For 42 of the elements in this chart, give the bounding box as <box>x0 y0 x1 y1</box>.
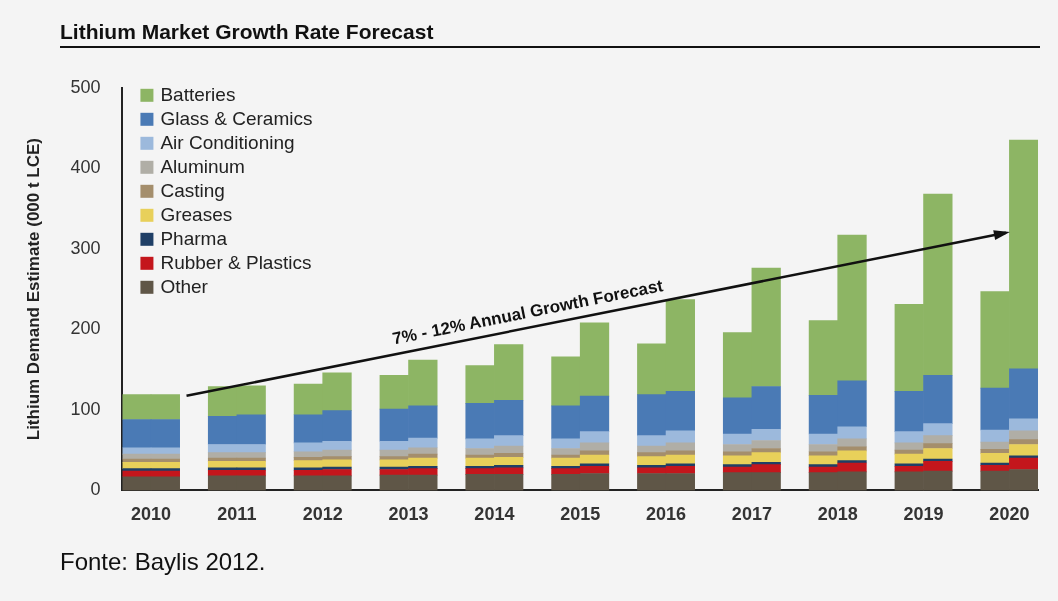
x-tick-label: 2015 <box>560 504 601 525</box>
y-tick-label: 400 <box>70 157 101 178</box>
legend-label: Aluminum <box>160 156 245 178</box>
legend-label: Glass & Ceramics <box>160 108 313 130</box>
legend-label: Air Conditioning <box>160 132 295 154</box>
bar <box>1009 455 1038 459</box>
bar <box>1009 418 1038 432</box>
y-tick-label: 300 <box>70 237 101 258</box>
bar <box>923 443 953 449</box>
y-tick-label: 0 <box>90 479 101 500</box>
x-tick-label: 2012 <box>302 504 343 525</box>
x-tick-label: 2013 <box>388 504 429 525</box>
x-tick-label: 2020 <box>989 504 1030 525</box>
bar <box>894 463 924 467</box>
bar <box>722 464 753 468</box>
legend-label: Rubber & Plastics <box>160 252 312 274</box>
x-tick-label: 2019 <box>903 504 944 525</box>
y-tick-label: 100 <box>70 398 101 419</box>
bar <box>1009 430 1038 440</box>
x-tick-label: 2016 <box>646 504 687 525</box>
y-tick-label: 200 <box>70 318 101 339</box>
legend-label: Batteries <box>160 84 236 106</box>
y-tick-label: 500 <box>70 76 101 97</box>
x-tick-label: 2011 <box>217 504 257 525</box>
annotation: 7% - 12% Annual Growth Forecast <box>390 276 665 349</box>
bar <box>837 460 867 464</box>
x-tick-label: 2014 <box>474 504 515 525</box>
legend-label: Other <box>160 276 209 298</box>
bar <box>808 464 839 468</box>
chart-title: Lithium Market Growth Rate Forecast <box>60 20 1040 48</box>
bar <box>980 429 1010 443</box>
x-tick-label: 2018 <box>817 504 858 525</box>
source-note: Fonte: Baylis 2012. <box>60 548 266 576</box>
y-axis-title: Lithium Demand Estimate (000 t LCE) <box>23 137 43 441</box>
x-tick-label: 2017 <box>731 504 772 525</box>
x-tick-label: 2010 <box>131 504 172 525</box>
bar <box>1009 439 1038 445</box>
legend-label: Casting <box>160 180 225 202</box>
legend-label: Pharma <box>160 228 228 250</box>
bar <box>579 463 610 467</box>
bar <box>923 435 953 445</box>
legend-label: Greases <box>160 204 233 226</box>
